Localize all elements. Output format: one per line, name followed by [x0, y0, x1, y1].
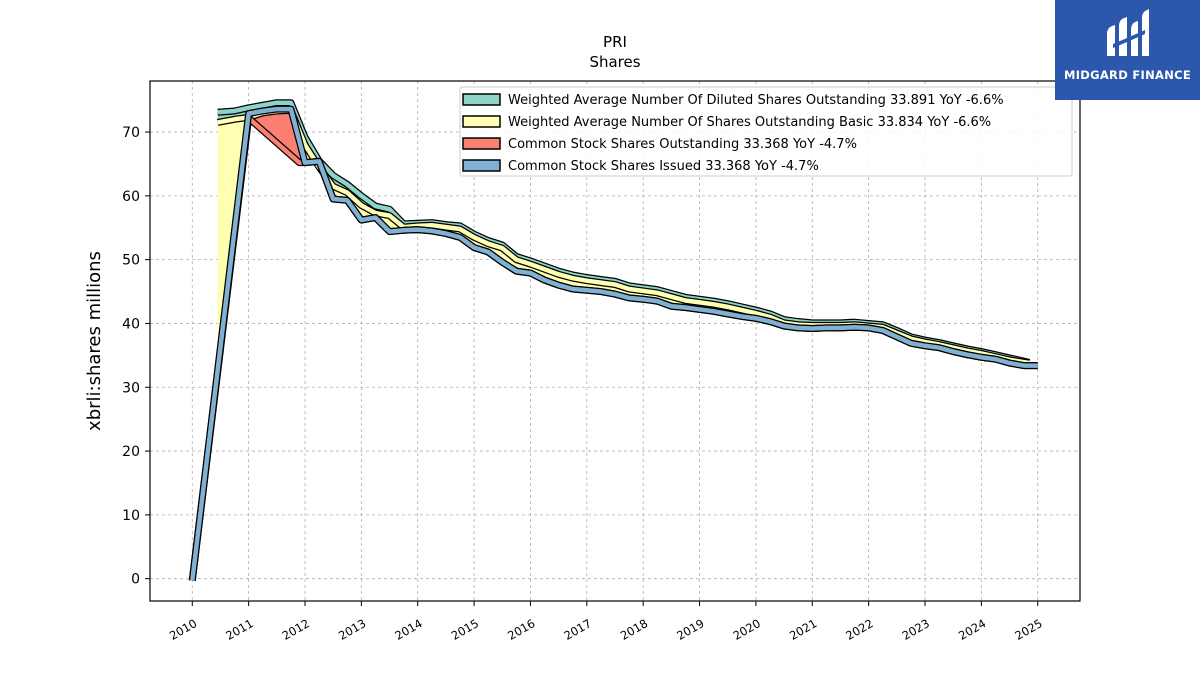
x-tick-label: 2019 — [674, 616, 706, 643]
series-line — [190, 106, 1038, 581]
x-tick-label: 2012 — [280, 616, 312, 643]
plot-frame — [149, 80, 1081, 602]
x-tick-label: 2023 — [900, 616, 932, 643]
x-tick-label: 2013 — [336, 616, 368, 643]
y-tick-label: 30 — [122, 380, 140, 396]
y-tick-label: 10 — [122, 508, 140, 524]
x-tick-label: 2024 — [956, 616, 988, 643]
x-tick-label: 2022 — [843, 616, 875, 643]
x-tick-label: 2015 — [449, 616, 481, 643]
series-layer — [188, 99, 1038, 582]
midgard-logo-icon — [1107, 9, 1149, 56]
x-tick-label: 2010 — [167, 616, 199, 643]
x-tick-label: 2016 — [505, 616, 537, 643]
y-tick-label: 50 — [122, 253, 140, 269]
x-tick-label: 2011 — [223, 616, 255, 643]
chart-title: PRI — [603, 33, 627, 51]
y-axis-label: xbrli:shares millions — [84, 251, 105, 431]
x-tick-label: 2021 — [787, 616, 819, 643]
x-tick-label: 2017 — [561, 616, 593, 643]
y-tick-label: 70 — [122, 125, 140, 141]
y-tick-label: 60 — [122, 189, 140, 205]
legend-swatch — [462, 159, 501, 172]
x-tick-label: 2018 — [618, 616, 650, 643]
legend-swatch — [462, 137, 501, 150]
axes: 0 10 20 30 40 50 60 70 2010 2011 2012 2013 2014 2015 2… — [122, 125, 1045, 643]
legend-label: Weighted Average Number Of Shares Outsta… — [508, 115, 991, 130]
legend-label: Common Stock Shares Outstanding 33.368 Y… — [508, 137, 857, 152]
legend-label: Weighted Average Number Of Diluted Share… — [508, 93, 1004, 108]
brand-logo-text: MIDGARD FINANCE — [1063, 68, 1192, 82]
legend-swatch — [462, 115, 501, 128]
series-outline — [188, 114, 1038, 582]
y-tick-label: 20 — [122, 444, 140, 460]
legend: Weighted Average Number Of Diluted Share… — [459, 86, 1073, 177]
y-tick-label: 0 — [131, 572, 140, 588]
chart-subtitle: Shares — [589, 53, 640, 71]
series-line — [190, 115, 1038, 581]
legend-box — [459, 86, 1073, 177]
y-tick-label: 40 — [122, 316, 140, 332]
x-tick-label: 2020 — [731, 616, 763, 643]
legend-label: Common Stock Shares Issued 33.368 YoY -4… — [508, 159, 819, 174]
x-tick-label: 2025 — [1012, 616, 1044, 643]
x-tick-label: 2014 — [392, 616, 424, 643]
brand-logo: MIDGARD FINANCE — [1055, 0, 1200, 100]
legend-swatch — [462, 93, 501, 106]
